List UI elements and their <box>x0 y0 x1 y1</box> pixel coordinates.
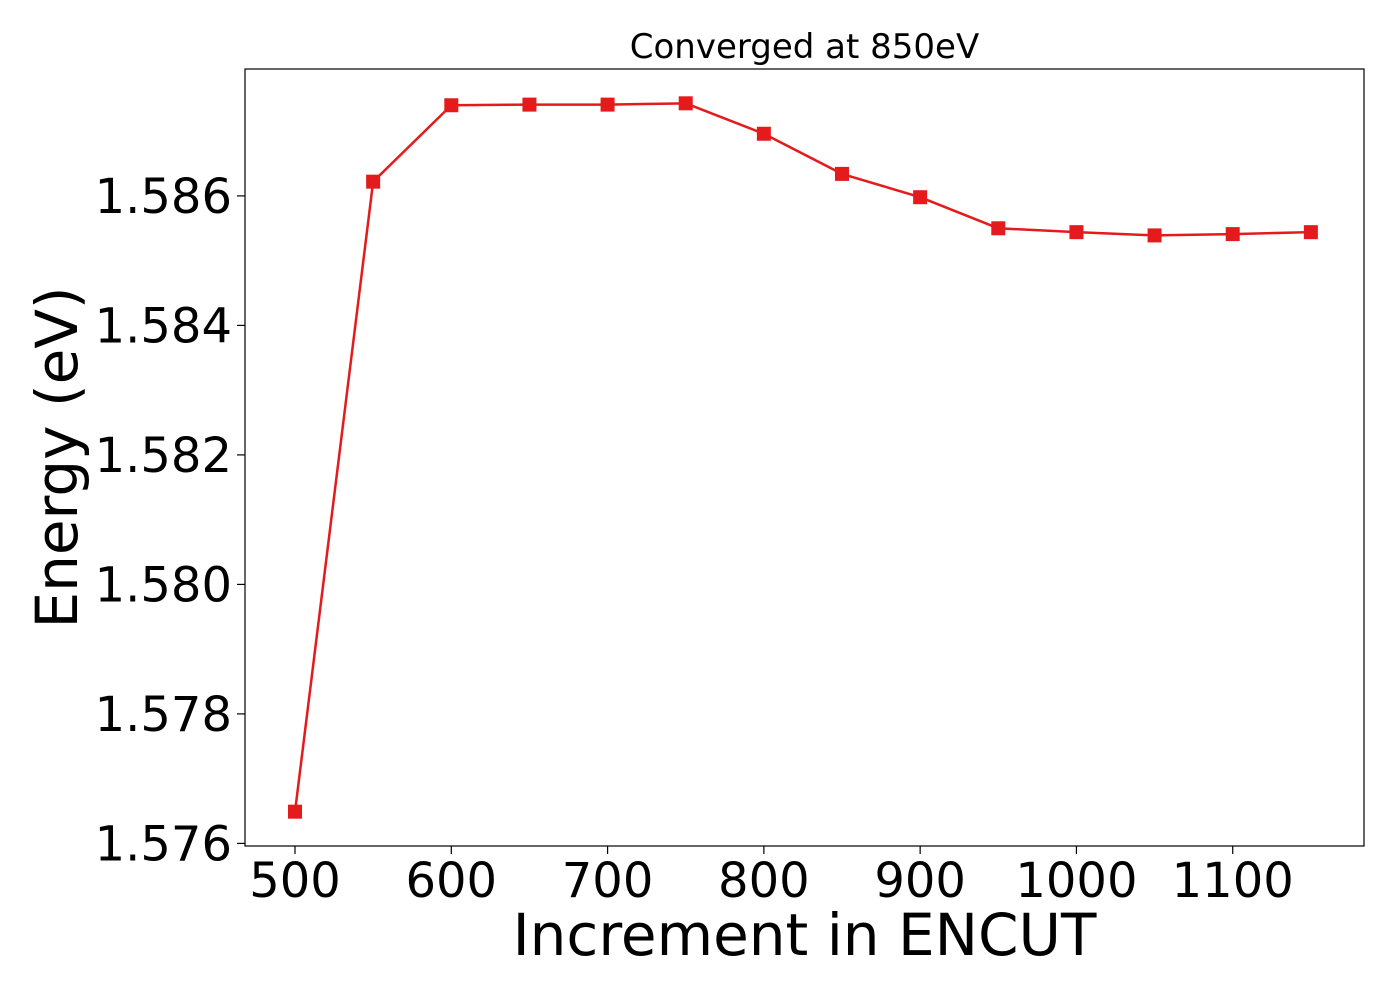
y-tick-label: 1.582 <box>95 428 232 484</box>
x-tick-label: 1100 <box>1172 853 1294 909</box>
data-point-marker <box>835 166 850 181</box>
series-layer <box>288 96 1318 819</box>
x-tick-label: 600 <box>405 853 497 909</box>
x-tick-label: 1000 <box>1015 853 1137 909</box>
data-point-marker <box>678 96 693 111</box>
data-point-marker <box>913 190 928 205</box>
y-axis-label: Energy (eV) <box>23 286 91 628</box>
data-point-marker <box>991 221 1006 236</box>
x-axis-label: Increment in ENCUT <box>513 901 1097 969</box>
y-tick-label: 1.578 <box>95 687 232 743</box>
data-point-marker <box>1303 225 1318 240</box>
data-point-marker <box>1147 228 1162 243</box>
y-axis-ticks: 1.576 1.578 1.580 1.582 1.584 1.586 <box>95 169 245 872</box>
data-point-marker <box>288 804 303 819</box>
data-point-marker <box>756 126 771 141</box>
y-tick-label: 1.586 <box>95 169 232 225</box>
data-point-marker <box>366 174 381 189</box>
x-axis-ticks: 500 600 700 800 900 1000 1100 <box>249 846 1294 909</box>
y-tick-label: 1.576 <box>95 816 232 872</box>
data-point-marker <box>1225 227 1240 242</box>
data-point-marker <box>1069 225 1084 240</box>
y-tick-label: 1.584 <box>95 298 232 354</box>
plot-area-frame <box>244 68 1365 847</box>
data-point-marker <box>600 97 615 112</box>
x-tick-label: 700 <box>562 853 654 909</box>
chart-title: Converged at 850eV <box>630 27 979 67</box>
y-tick-label: 1.580 <box>95 557 232 613</box>
data-point-marker <box>522 97 537 112</box>
x-tick-label: 800 <box>718 853 810 909</box>
data-point-marker <box>444 98 459 113</box>
x-tick-label: 900 <box>874 853 966 909</box>
series-line <box>293 102 1311 812</box>
x-tick-label: 500 <box>249 853 341 909</box>
